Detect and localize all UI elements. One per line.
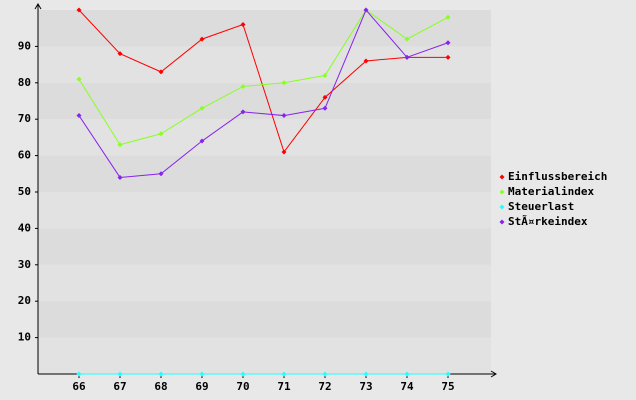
plot-band — [38, 228, 491, 265]
point — [363, 58, 369, 64]
point — [404, 36, 410, 42]
plot-band — [38, 10, 491, 47]
x-tick-label: 67 — [113, 380, 126, 393]
x-tick-label: 70 — [236, 380, 249, 393]
legend-label: Materialindex — [508, 185, 594, 198]
y-axis-arrow — [34, 3, 42, 10]
point — [322, 94, 328, 100]
point — [199, 138, 205, 144]
point — [158, 171, 164, 177]
point — [445, 54, 451, 60]
y-tick-label: 80 — [18, 76, 31, 89]
point — [281, 371, 287, 377]
point — [240, 371, 246, 377]
point — [240, 83, 246, 89]
point — [445, 14, 451, 20]
legend-marker — [499, 189, 505, 195]
point — [76, 371, 82, 377]
y-tick-label: 60 — [18, 149, 31, 162]
series-line — [78, 9, 449, 178]
plot-band — [38, 119, 491, 156]
y-tick-label: 90 — [18, 39, 31, 52]
point — [117, 51, 123, 57]
point — [76, 113, 82, 119]
point — [158, 371, 164, 377]
point — [158, 131, 164, 137]
x-tick-label: 73 — [359, 380, 372, 393]
y-tick-label: 70 — [18, 112, 31, 125]
point — [199, 36, 205, 42]
legend-label: StÃ¤rkeindex — [508, 215, 588, 228]
x-tick-label: 75 — [441, 380, 454, 393]
point — [76, 76, 82, 82]
plot-band — [38, 82, 491, 120]
x-tick-label: 69 — [195, 380, 208, 393]
x-tick-label: 66 — [72, 380, 86, 393]
plot-band — [38, 337, 491, 374]
point — [199, 371, 205, 377]
point — [281, 80, 287, 86]
point — [117, 174, 123, 180]
point — [117, 142, 123, 148]
x-tick-label: 71 — [277, 380, 291, 393]
point — [322, 73, 328, 79]
y-tick-label: 30 — [18, 258, 31, 271]
point — [117, 371, 123, 377]
legend-marker — [499, 174, 505, 180]
point — [445, 40, 451, 46]
plot-band — [38, 155, 491, 192]
legend-label: Einflussbereich — [508, 170, 607, 183]
y-tick-label: 10 — [18, 331, 31, 344]
point — [445, 371, 451, 377]
series-line — [78, 9, 448, 154]
point — [281, 113, 287, 119]
x-tick-label: 72 — [318, 380, 331, 393]
plot-band — [38, 301, 491, 338]
series-line — [78, 9, 449, 146]
point — [199, 105, 205, 111]
y-tick-label: 50 — [18, 185, 31, 198]
plot-band — [38, 264, 491, 302]
point — [404, 371, 410, 377]
point — [404, 54, 410, 60]
plot-band — [38, 192, 491, 229]
point — [240, 22, 246, 28]
y-tick-label: 40 — [18, 221, 31, 234]
legend-marker — [499, 219, 505, 225]
point — [281, 149, 287, 155]
legend-label: Steuerlast — [508, 200, 574, 213]
point — [76, 7, 82, 13]
x-tick-label: 74 — [400, 380, 414, 393]
point — [363, 7, 369, 13]
point — [158, 69, 164, 75]
point — [322, 105, 328, 111]
x-axis-arrow — [490, 370, 497, 378]
plot-band — [38, 46, 491, 83]
point — [322, 371, 328, 377]
x-tick-label: 68 — [154, 380, 167, 393]
point — [240, 109, 246, 115]
y-tick-label: 20 — [18, 294, 31, 307]
point — [363, 371, 369, 377]
legend-marker — [499, 204, 505, 210]
